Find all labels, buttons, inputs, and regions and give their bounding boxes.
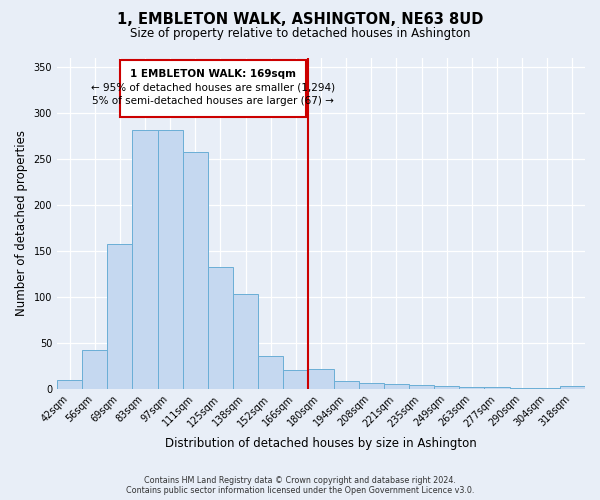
X-axis label: Distribution of detached houses by size in Ashington: Distribution of detached houses by size …	[165, 437, 477, 450]
Text: Contains HM Land Registry data © Crown copyright and database right 2024.: Contains HM Land Registry data © Crown c…	[144, 476, 456, 485]
Bar	[434, 386, 459, 389]
Text: Contains public sector information licensed under the Open Government Licence v3: Contains public sector information licen…	[126, 486, 474, 495]
Bar	[384, 384, 409, 389]
Bar	[509, 388, 535, 389]
Bar	[308, 370, 334, 389]
Bar	[57, 380, 82, 389]
Bar	[233, 294, 258, 389]
Text: 1 EMBLETON WALK: 169sqm: 1 EMBLETON WALK: 169sqm	[130, 68, 296, 78]
Bar	[283, 370, 308, 389]
FancyBboxPatch shape	[120, 60, 306, 118]
Text: 1, EMBLETON WALK, ASHINGTON, NE63 8UD: 1, EMBLETON WALK, ASHINGTON, NE63 8UD	[117, 12, 483, 28]
Text: Size of property relative to detached houses in Ashington: Size of property relative to detached ho…	[130, 28, 470, 40]
Bar	[459, 387, 484, 389]
Bar	[133, 130, 158, 389]
Text: ← 95% of detached houses are smaller (1,294): ← 95% of detached houses are smaller (1,…	[91, 82, 335, 92]
Bar	[183, 152, 208, 389]
Bar	[208, 268, 233, 389]
Bar	[560, 386, 585, 389]
Bar	[535, 388, 560, 389]
Text: 5% of semi-detached houses are larger (67) →: 5% of semi-detached houses are larger (6…	[92, 96, 334, 106]
Bar	[258, 356, 283, 389]
Bar	[334, 380, 359, 389]
Bar	[82, 350, 107, 389]
Bar	[409, 385, 434, 389]
Bar	[359, 384, 384, 389]
Bar	[484, 387, 509, 389]
Bar	[107, 244, 133, 389]
Bar	[158, 130, 183, 389]
Y-axis label: Number of detached properties: Number of detached properties	[15, 130, 28, 316]
